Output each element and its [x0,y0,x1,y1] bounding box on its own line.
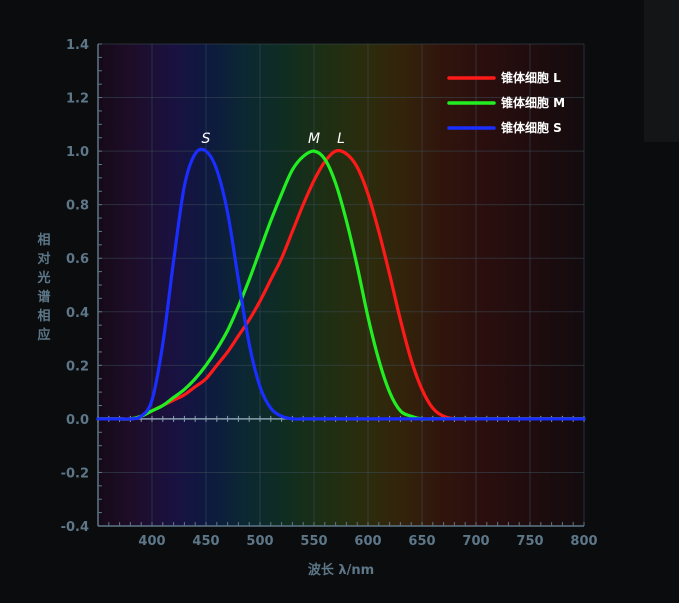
y-tick-label: 0.4 [66,306,89,321]
y-axis-title-char: 对 [37,251,50,267]
x-tick-label: 750 [516,534,543,549]
x-tick-label: 650 [408,534,435,549]
peak-label-m: M [308,131,320,147]
y-axis-title-char: 相 [37,308,50,324]
y-axis-title-char: 相 [37,232,50,248]
y-tick-label: 0.0 [66,413,89,428]
y-tick-label: 0.8 [66,199,89,214]
plot-background [98,44,584,526]
x-tick-label: 400 [138,534,165,549]
y-tick-label: 1.2 [66,92,89,107]
peak-label-s: S [202,131,211,147]
x-tick-label: 700 [462,534,489,549]
y-tick-label: -0.2 [61,466,89,481]
series-layer [96,147,586,421]
legend-label: 锥体细胞 S [501,120,562,135]
y-tick-label: 0.2 [66,359,89,374]
series-line-s [96,147,586,421]
legend-label: 锥体细胞 L [501,70,561,85]
legend-label: 锥体细胞 M [501,95,565,110]
peak-labels: LMS [202,131,345,147]
y-tick-label: 1.4 [66,38,89,53]
x-tick-label: 600 [354,534,381,549]
y-tick-label: 1.0 [66,145,89,160]
x-tick-label: 500 [246,534,273,549]
y-axis-title-char: 光 [36,270,50,286]
side-panel [644,0,679,142]
y-axis-title-char: 应 [37,327,50,343]
y-tick-label: -0.4 [61,520,89,535]
x-tick-label: 800 [570,534,597,549]
legend: 锥体细胞 L 锥体细胞 M 锥体细胞 S [447,70,565,135]
peak-label-l: L [337,131,345,147]
y-tick-label: 0.6 [66,252,89,267]
y-axis-title-char: 谱 [37,289,50,305]
x-tick-label: 550 [300,534,327,549]
x-axis-title: 波长 λ/nm [308,562,374,578]
x-tick-label: 450 [192,534,219,549]
